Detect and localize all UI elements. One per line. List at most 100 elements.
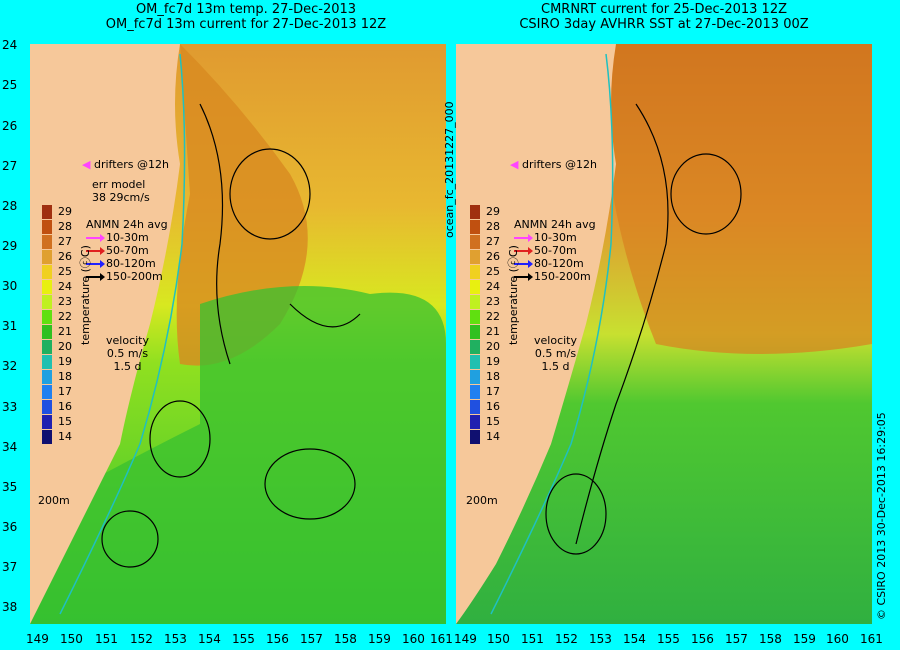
right-map-svg xyxy=(456,44,872,624)
colorbar-title-right: temperature (ⓒC) xyxy=(507,245,520,345)
x-tick-149: 149 xyxy=(26,632,49,646)
y-tick-34: 34 xyxy=(2,440,18,454)
land-left xyxy=(30,44,180,624)
left-title-line2: OM_fc7d 13m current for 27-Dec-2013 12Z xyxy=(105,17,387,32)
x-tick-158: 158 xyxy=(334,632,357,646)
x-tick-152: 152 xyxy=(130,632,153,646)
colorbar-swatch xyxy=(470,235,480,249)
colorbar-swatch xyxy=(470,385,480,399)
colorbar-swatch xyxy=(470,325,480,339)
x-tick-153: 153 xyxy=(164,632,187,646)
colorbar-tick-label: 21 xyxy=(58,325,72,338)
colorbar-tick-label: 27 xyxy=(58,235,72,248)
err-model-box: err model 38 29cm/s xyxy=(92,178,150,204)
colorbar-swatch xyxy=(470,370,480,384)
velocity-speed-right: 0.5 m/s xyxy=(534,347,577,360)
y-tick-25: 25 xyxy=(2,78,18,92)
x-tick-r-158: 158 xyxy=(759,632,782,646)
right-title-line2: CSIRO 3day AVHRR SST at 27-Dec-2013 00Z xyxy=(519,17,809,32)
colorbar-swatch xyxy=(42,385,52,399)
isobath-label-right: 200m xyxy=(466,494,498,507)
colorbar-tick-label: 17 xyxy=(58,385,72,398)
anmn-row-r3: 80-120m xyxy=(514,257,596,270)
colorbar-left: 29 28 27 26 25 24 23 22 21 20 19 18 17 16 15 14 xyxy=(42,205,74,449)
drifters-label-right: drifters @12h xyxy=(521,158,598,171)
velocity-speed-left: 0.5 m/s xyxy=(106,347,149,360)
isobath-label-left: 200m xyxy=(38,494,70,507)
anmn-row-r2: 50-70m xyxy=(514,244,596,257)
left-map-panel xyxy=(30,44,446,624)
colorbar-swatch xyxy=(470,430,480,444)
left-title-line1: OM_fc7d 13m temp. 27-Dec-2013 xyxy=(135,2,357,17)
colorbar-tick-label: 14 xyxy=(58,430,72,443)
x-tick-r-154: 154 xyxy=(623,632,646,646)
colorbar-tick-label: 18 xyxy=(486,370,500,383)
anmn-row-4: 150-200m xyxy=(86,270,168,283)
colorbar-tick-label: 29 xyxy=(58,205,72,218)
x-tick-r-150: 150 xyxy=(487,632,510,646)
colorbar-tick-label: 16 xyxy=(486,400,500,413)
warm-region-right xyxy=(606,44,872,354)
y-tick-37: 37 xyxy=(2,560,18,574)
anmn-row-r4: 150-200m xyxy=(514,270,596,283)
current-vectors-right xyxy=(545,103,742,555)
colorbar-tick-label: 18 xyxy=(58,370,72,383)
colorbar-tick-label: 20 xyxy=(58,340,72,353)
credit-label: © CSIRO 2013 30-Dec-2013 16:29:05 xyxy=(875,412,888,620)
x-tick-155: 155 xyxy=(232,632,255,646)
colorbar-tick-label: 26 xyxy=(58,250,72,263)
anmn-legend-right: ANMN 24h avg 10-30m 50-70m 80-120m 150-2… xyxy=(514,218,596,283)
x-tick-r-156: 156 xyxy=(691,632,714,646)
anmn-title-left: ANMN 24h avg xyxy=(86,218,168,231)
side-run-label: ocean_fc_20131227_000 xyxy=(443,101,456,238)
y-tick-38: 38 xyxy=(2,600,18,614)
anmn-legend-left: ANMN 24h avg 10-30m 50-70m 80-120m 150-2… xyxy=(86,218,168,283)
err-model-value: 38 29cm/s xyxy=(92,191,150,204)
isobath-left xyxy=(59,53,186,615)
colorbar-swatch xyxy=(42,295,52,309)
y-tick-28: 28 xyxy=(2,199,18,213)
right-map-panel xyxy=(456,44,872,624)
colorbar-tick-label: 19 xyxy=(58,355,72,368)
drifters-label-left: drifters @12h xyxy=(93,158,170,171)
anmn-title-right: ANMN 24h avg xyxy=(514,218,596,231)
y-tick-32: 32 xyxy=(2,359,18,373)
colorbar-swatch xyxy=(42,325,52,339)
colorbar-tick-label: 14 xyxy=(486,430,500,443)
colorbar-swatch xyxy=(42,265,52,279)
x-tick-150: 150 xyxy=(60,632,83,646)
colorbar-tick-label: 22 xyxy=(58,310,72,323)
colorbar-tick-label: 21 xyxy=(486,325,500,338)
y-tick-33: 33 xyxy=(2,400,18,414)
x-tick-r-153: 153 xyxy=(589,632,612,646)
colorbar-swatch xyxy=(42,400,52,414)
colorbar-swatch xyxy=(42,415,52,429)
colorbar-swatch xyxy=(42,370,52,384)
colorbar-tick-label: 28 xyxy=(486,220,500,233)
colorbar-tick-label: 28 xyxy=(58,220,72,233)
right-title-line1: CMRNRT current for 25-Dec-2013 12Z xyxy=(541,2,787,17)
colorbar-tick-label: 16 xyxy=(58,400,72,413)
y-tick-35: 35 xyxy=(2,480,18,494)
colorbar-tick-label: 29 xyxy=(486,205,500,218)
drifters-legend-right: ◀ drifters @12h xyxy=(510,158,597,171)
colorbar-tick-label: 15 xyxy=(486,415,500,428)
colorbar-swatch xyxy=(470,415,480,429)
x-tick-161: 161 xyxy=(430,632,453,646)
colorbar-title-left: temperature (ⓒC) xyxy=(79,245,92,345)
x-tick-154: 154 xyxy=(198,632,221,646)
colorbar-swatch xyxy=(470,295,480,309)
velocity-label-left: velocity xyxy=(106,334,149,347)
x-tick-160: 160 xyxy=(402,632,425,646)
x-tick-r-149: 149 xyxy=(454,632,477,646)
drifter-icon-right: ◀ xyxy=(510,158,519,171)
colorbar-swatch xyxy=(470,220,480,234)
colorbar-tick-label: 23 xyxy=(486,295,500,308)
colorbar-tick-label: 24 xyxy=(486,280,500,293)
left-title: OM_fc7d 13m temp. 27-Dec-2013 OM_fc7d 13… xyxy=(38,2,454,32)
y-tick-24: 24 xyxy=(2,38,18,52)
x-tick-159: 159 xyxy=(368,632,391,646)
anmn-row-3: 80-120m xyxy=(86,257,168,270)
drifters-legend-left: ◀ drifters @12h xyxy=(82,158,169,171)
colorbar-swatch xyxy=(42,340,52,354)
